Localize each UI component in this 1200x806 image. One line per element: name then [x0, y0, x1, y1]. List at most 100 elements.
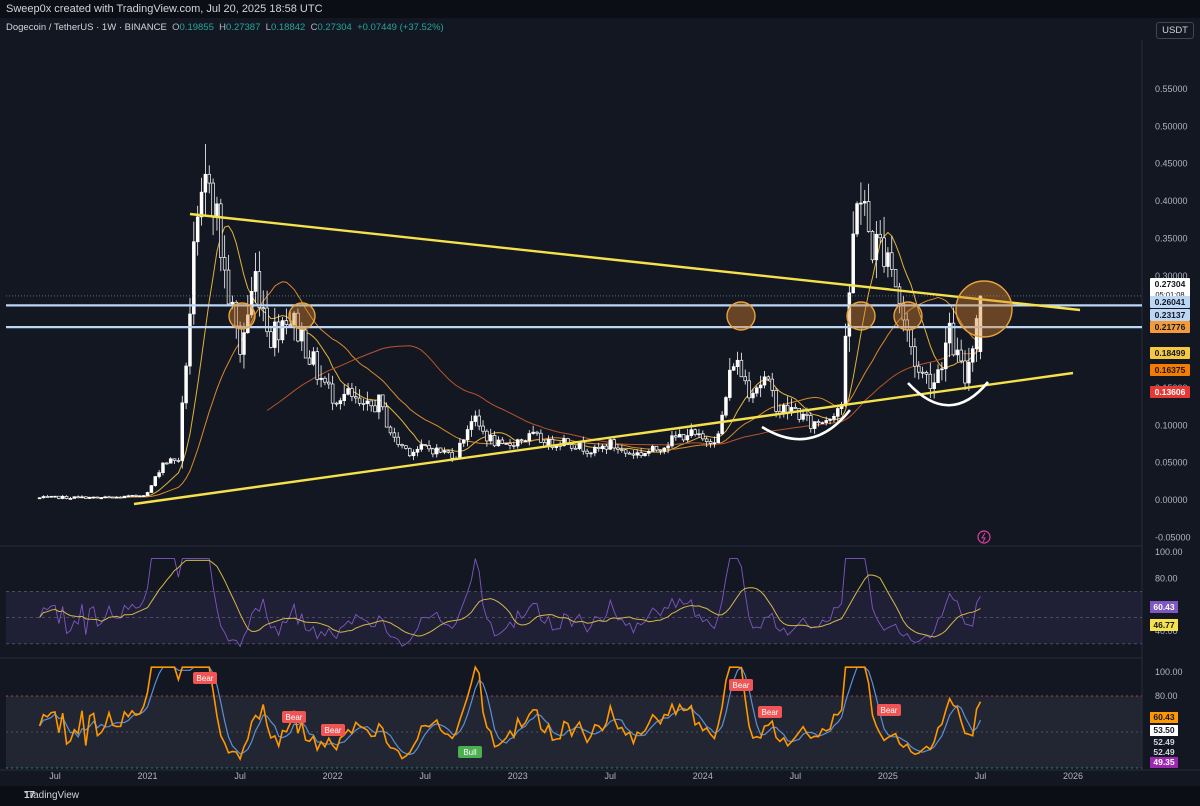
- candle-body: [338, 400, 343, 405]
- candle-body: [49, 495, 53, 498]
- footer-brand: TradingView: [24, 790, 80, 801]
- symbol-name[interactable]: Dogecoin / TetherUS · 1W · BINANCE: [6, 22, 167, 33]
- candle: [758, 375, 763, 398]
- candle: [612, 436, 616, 452]
- candle: [249, 276, 254, 318]
- candle: [384, 402, 389, 428]
- candle-body: [539, 432, 543, 443]
- candle: [57, 495, 61, 500]
- candle: [863, 189, 867, 216]
- candle: [288, 311, 292, 327]
- price-label: 0.16375: [1155, 365, 1186, 375]
- candle: [219, 198, 223, 272]
- candle-body: [585, 450, 589, 454]
- candle-body: [242, 332, 246, 355]
- candle-body: [531, 431, 535, 434]
- candle: [76, 495, 80, 499]
- descending-trendline: [189, 212, 1081, 312]
- candle-body: [701, 433, 705, 440]
- candle: [654, 445, 659, 452]
- candle-body: [527, 433, 532, 441]
- candle-body: [180, 402, 185, 461]
- candle-body: [670, 435, 674, 447]
- candle-body: [461, 439, 466, 444]
- price-label-bg: [1150, 309, 1190, 321]
- candle: [943, 328, 948, 382]
- candle-body: [488, 434, 493, 442]
- candle-body: [377, 394, 381, 413]
- candle-body: [114, 496, 119, 499]
- candle: [712, 436, 717, 448]
- candle: [354, 386, 358, 404]
- candle-body: [851, 233, 855, 294]
- candle-body: [346, 388, 350, 395]
- highlight-circle: [726, 301, 756, 331]
- highlight-circle: [893, 301, 923, 331]
- candle: [138, 495, 142, 498]
- candle-body: [141, 495, 146, 497]
- chart-canvas[interactable]: Bear Bear Bear Bear Bear Bear Bull 0.55000 0.50…: [0, 0, 1200, 786]
- stoch-label-bg: [1150, 737, 1178, 748]
- candle-body: [172, 458, 177, 461]
- change-value: +0.07449 (+37.52%): [357, 22, 444, 33]
- candle: [515, 438, 520, 449]
- stoch-tick-label: 100.00: [1155, 667, 1183, 677]
- signal-tag-bg: [729, 679, 753, 691]
- lightning-icon: [977, 530, 991, 544]
- candle: [180, 395, 185, 469]
- candle: [458, 438, 462, 459]
- candle: [396, 432, 400, 448]
- candle-body: [288, 324, 292, 326]
- candle-body: [577, 441, 582, 449]
- candle: [253, 252, 258, 304]
- candle-body: [508, 442, 512, 446]
- y-tick-label: 0.45000: [1155, 159, 1188, 169]
- candle: [118, 496, 123, 499]
- candle: [411, 449, 416, 461]
- x-tick-label: Jul: [234, 771, 246, 781]
- candle-body: [276, 321, 281, 341]
- candle-body: [188, 313, 192, 367]
- candle-body: [492, 434, 497, 447]
- candle: [481, 420, 485, 435]
- price-label-bg: [1150, 364, 1190, 376]
- candle-body: [84, 496, 88, 499]
- candle: [855, 201, 859, 237]
- candle: [357, 389, 362, 407]
- candle: [126, 494, 131, 498]
- candle: [195, 205, 200, 256]
- candle: [924, 370, 929, 384]
- candle-body: [400, 444, 404, 447]
- candle-body: [755, 387, 759, 394]
- candle: [527, 430, 532, 446]
- candle: [751, 388, 755, 403]
- candle-body: [72, 496, 77, 499]
- candle-body: [932, 382, 936, 389]
- candle: [91, 496, 96, 499]
- candle-body: [153, 476, 158, 486]
- x-tick-label: 2024: [693, 771, 713, 781]
- rsi-value-label: 46.77: [1153, 620, 1175, 630]
- candle-body: [388, 426, 393, 434]
- candle: [161, 462, 165, 476]
- candle-body: [897, 286, 902, 304]
- y-tick-label: -0.05000: [1155, 532, 1191, 542]
- currency-button[interactable]: USDT: [1156, 22, 1194, 39]
- candle: [886, 247, 890, 278]
- candle: [882, 216, 886, 273]
- candle-body: [847, 292, 852, 337]
- candle: [643, 452, 647, 457]
- candle-body: [793, 407, 798, 409]
- y-tick-label: 0.40000: [1155, 196, 1188, 206]
- candle-body: [87, 497, 92, 499]
- rsi-tick-label: 100.00: [1155, 547, 1183, 557]
- candle-body: [681, 433, 686, 441]
- candle-body: [820, 422, 825, 424]
- candle: [589, 451, 593, 458]
- candle-body: [103, 496, 107, 499]
- candle: [199, 177, 204, 226]
- candle: [512, 441, 516, 450]
- candle-body: [60, 495, 65, 499]
- candle-body: [419, 444, 424, 450]
